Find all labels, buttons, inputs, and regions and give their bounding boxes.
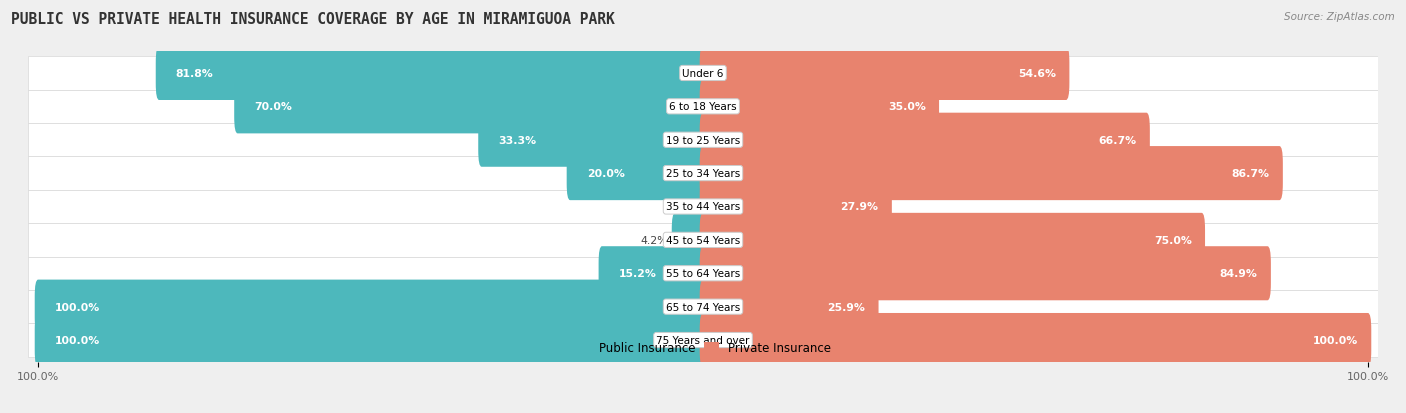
- Text: 45 to 54 Years: 45 to 54 Years: [666, 235, 740, 245]
- Legend: Public Insurance, Private Insurance: Public Insurance, Private Insurance: [571, 337, 835, 359]
- Bar: [28, 290, 1378, 323]
- FancyBboxPatch shape: [35, 280, 706, 334]
- Text: 6 to 18 Years: 6 to 18 Years: [669, 102, 737, 112]
- Text: Source: ZipAtlas.com: Source: ZipAtlas.com: [1284, 12, 1395, 22]
- FancyBboxPatch shape: [700, 313, 1371, 367]
- Text: 15.2%: 15.2%: [619, 268, 657, 279]
- FancyBboxPatch shape: [700, 280, 879, 334]
- Text: 54.6%: 54.6%: [1018, 69, 1056, 79]
- FancyBboxPatch shape: [700, 80, 939, 134]
- FancyBboxPatch shape: [700, 180, 891, 234]
- Text: 86.7%: 86.7%: [1232, 169, 1270, 179]
- Text: Under 6: Under 6: [682, 69, 724, 79]
- Bar: [28, 124, 1378, 157]
- Text: 100.0%: 100.0%: [55, 335, 100, 345]
- FancyBboxPatch shape: [567, 147, 706, 201]
- FancyBboxPatch shape: [235, 80, 706, 134]
- FancyBboxPatch shape: [599, 247, 706, 301]
- Text: 4.2%: 4.2%: [641, 235, 668, 245]
- Bar: [28, 323, 1378, 357]
- Bar: [28, 157, 1378, 190]
- Text: 0.0%: 0.0%: [665, 202, 693, 212]
- Bar: [28, 57, 1378, 90]
- FancyBboxPatch shape: [672, 214, 706, 267]
- Text: 84.9%: 84.9%: [1219, 268, 1257, 279]
- Text: 33.3%: 33.3%: [498, 135, 536, 145]
- Text: 20.0%: 20.0%: [586, 169, 624, 179]
- Text: 75.0%: 75.0%: [1154, 235, 1192, 245]
- FancyBboxPatch shape: [156, 47, 706, 101]
- Text: 35 to 44 Years: 35 to 44 Years: [666, 202, 740, 212]
- Text: 35.0%: 35.0%: [887, 102, 925, 112]
- FancyBboxPatch shape: [700, 114, 1150, 167]
- FancyBboxPatch shape: [700, 247, 1271, 301]
- Text: 27.9%: 27.9%: [841, 202, 879, 212]
- Text: PUBLIC VS PRIVATE HEALTH INSURANCE COVERAGE BY AGE IN MIRAMIGUOA PARK: PUBLIC VS PRIVATE HEALTH INSURANCE COVER…: [11, 12, 614, 27]
- Bar: [28, 257, 1378, 290]
- Bar: [28, 90, 1378, 124]
- Text: 66.7%: 66.7%: [1098, 135, 1136, 145]
- Bar: [28, 223, 1378, 257]
- Bar: [28, 190, 1378, 223]
- Text: 70.0%: 70.0%: [254, 102, 292, 112]
- Text: 55 to 64 Years: 55 to 64 Years: [666, 268, 740, 279]
- FancyBboxPatch shape: [35, 313, 706, 367]
- FancyBboxPatch shape: [700, 214, 1205, 267]
- Text: 25 to 34 Years: 25 to 34 Years: [666, 169, 740, 179]
- FancyBboxPatch shape: [478, 114, 706, 167]
- FancyBboxPatch shape: [700, 47, 1070, 101]
- Text: 25.9%: 25.9%: [827, 302, 865, 312]
- Text: 81.8%: 81.8%: [176, 69, 214, 79]
- Text: 100.0%: 100.0%: [1313, 335, 1358, 345]
- Text: 65 to 74 Years: 65 to 74 Years: [666, 302, 740, 312]
- FancyBboxPatch shape: [700, 147, 1282, 201]
- Text: 19 to 25 Years: 19 to 25 Years: [666, 135, 740, 145]
- Text: 75 Years and over: 75 Years and over: [657, 335, 749, 345]
- Text: 100.0%: 100.0%: [55, 302, 100, 312]
